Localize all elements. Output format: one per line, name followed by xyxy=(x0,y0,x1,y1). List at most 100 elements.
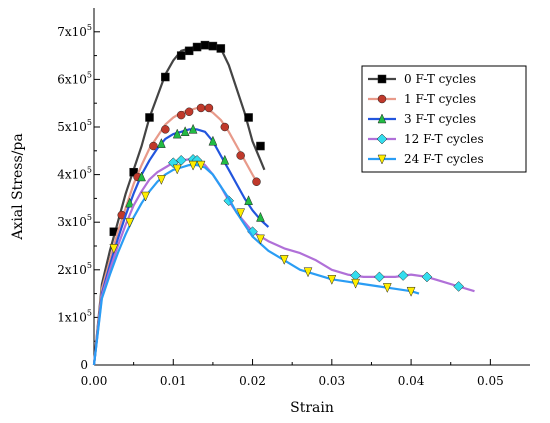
y-tick-base: 1x10 xyxy=(57,310,87,324)
legend-swatch-marker xyxy=(377,113,387,124)
legend-item: 3 F-T cycles xyxy=(368,112,476,126)
x-tick-label: 0.04 xyxy=(398,374,425,388)
legend-swatch-marker xyxy=(377,154,387,165)
y-tick-base: 3x10 xyxy=(57,215,87,229)
series-line xyxy=(92,164,420,366)
y-tick-exponent: 5 xyxy=(87,308,92,317)
series-point xyxy=(327,275,337,285)
legend-item: 0 F-T cycles xyxy=(368,72,476,86)
series-point xyxy=(156,138,166,148)
legend-swatch-marker xyxy=(377,94,387,104)
y-tick-base: 0 xyxy=(80,358,88,372)
legend-swatch-marker xyxy=(377,74,387,84)
series-point xyxy=(188,160,198,171)
y-tick-label: 6x105 xyxy=(57,70,92,86)
series-point xyxy=(303,267,313,278)
y-tick-exponent: 5 xyxy=(87,213,92,222)
series-point xyxy=(236,151,245,160)
series-point xyxy=(176,110,186,120)
series-point xyxy=(188,123,198,134)
legend-label: 12 F-T cycles xyxy=(404,132,484,146)
series-point xyxy=(175,154,187,166)
y-tick-exponent: 5 xyxy=(87,70,92,79)
plot-area: 0.00 0.01 0.02 0.03 0.04 0.05 01x1052x1053x10… xyxy=(57,8,530,388)
legend: 0 F-T cycles 1 F-T cycles 3 F-T cycles 12 F… xyxy=(361,65,527,173)
series-point xyxy=(421,271,433,283)
y-tick-exponent: 5 xyxy=(87,118,92,127)
x-tick-label: 0.05 xyxy=(477,374,504,388)
series-point xyxy=(208,135,218,146)
y-tick-base: 7x10 xyxy=(57,25,87,39)
series-point xyxy=(220,122,230,132)
y-tick-label: 3x105 xyxy=(57,213,92,229)
series-point xyxy=(244,113,253,122)
series-point xyxy=(256,141,265,151)
series-2 xyxy=(92,123,270,366)
series-point xyxy=(208,41,218,51)
y-tick-base: 6x10 xyxy=(57,72,87,86)
series-point xyxy=(453,281,465,292)
series-1 xyxy=(92,103,261,366)
y-tick-exponent: 5 xyxy=(87,166,92,175)
series-point xyxy=(279,255,289,265)
series-point xyxy=(176,51,186,60)
legend-label: 1 F-T cycles xyxy=(404,92,476,106)
series-point xyxy=(256,234,265,245)
x-axis-title: Strain xyxy=(290,400,334,416)
y-tick-base: 2x10 xyxy=(57,263,87,277)
series-point xyxy=(204,103,214,113)
series-point xyxy=(236,208,246,219)
series-point xyxy=(161,125,170,134)
series-point xyxy=(137,171,146,182)
y-tick-label: 1x105 xyxy=(57,308,92,324)
series-4 xyxy=(92,160,420,366)
series-point xyxy=(125,217,135,228)
y-tick-label: 5x105 xyxy=(57,118,92,134)
x-tick-label: 0.01 xyxy=(160,374,187,388)
series-point xyxy=(184,46,194,56)
y-axis-title: Axial Stress/pa xyxy=(10,133,26,240)
series-point xyxy=(192,42,202,52)
legend-label: 3 F-T cycles xyxy=(404,112,476,126)
series-point xyxy=(374,271,385,283)
series-point xyxy=(252,177,261,186)
y-tick-exponent: 5 xyxy=(87,261,92,270)
series-layer xyxy=(92,40,475,366)
legend-label: 0 F-T cycles xyxy=(404,72,476,86)
legend-item: 1 F-T cycles xyxy=(368,92,476,106)
series-point xyxy=(200,40,210,50)
series-line xyxy=(92,42,266,366)
series-point xyxy=(145,113,154,122)
y-tick-exponent: 5 xyxy=(87,23,92,32)
series-point xyxy=(244,195,253,206)
legend-swatch-marker xyxy=(376,133,388,145)
series-point xyxy=(220,154,230,165)
series-point xyxy=(180,126,190,137)
y-tick-label: 0 xyxy=(80,358,88,372)
legend-item: 24 F-T cycles xyxy=(368,152,484,166)
y-tick-label: 4x105 xyxy=(57,166,92,182)
series-point xyxy=(109,244,119,254)
series-point xyxy=(406,286,416,297)
series-point xyxy=(156,175,166,185)
y-tick-label: 2x105 xyxy=(57,261,92,277)
series-point xyxy=(161,72,170,82)
series-point xyxy=(149,141,158,151)
x-tick-label: 0.03 xyxy=(318,374,345,388)
series-point xyxy=(216,44,226,53)
y-tick-base: 5x10 xyxy=(57,120,87,134)
series-point xyxy=(196,160,206,171)
series-point xyxy=(141,191,150,202)
x-tick-label: 0.02 xyxy=(239,374,266,388)
x-tick-group: 0.00 0.01 0.02 0.03 0.04 0.05 xyxy=(81,359,504,388)
series-point xyxy=(351,278,360,289)
y-tick-base: 4x10 xyxy=(57,168,87,182)
series-0 xyxy=(92,40,266,366)
series-point xyxy=(256,211,265,222)
series-line xyxy=(92,128,270,366)
series-point xyxy=(172,128,182,139)
legend-label: 24 F-T cycles xyxy=(404,152,484,166)
series-point xyxy=(184,107,194,117)
